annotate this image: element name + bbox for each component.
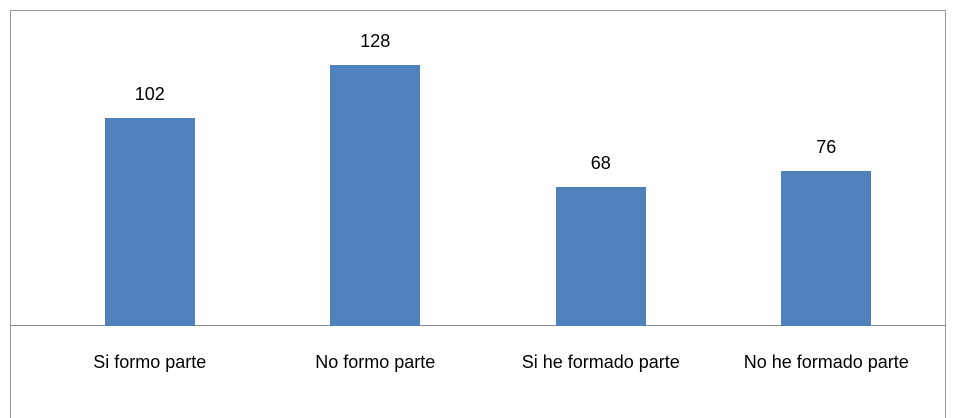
bar: [104, 118, 195, 326]
data-label: 76: [816, 137, 837, 158]
bar: [330, 65, 421, 326]
bar: [555, 187, 646, 326]
x-tick-label: Si formo parte: [93, 352, 207, 372]
bar: [781, 171, 872, 326]
chart-frame: [10, 10, 946, 418]
x-axis: [10, 325, 946, 326]
x-tick-label: Si he formado parte: [521, 352, 680, 372]
data-label: 128: [360, 31, 391, 51]
x-tick-label: No formo parte: [315, 352, 436, 372]
data-label: 102: [134, 84, 165, 105]
x-tick-label: No he formado parte: [743, 352, 909, 372]
data-label: 68: [590, 153, 611, 174]
